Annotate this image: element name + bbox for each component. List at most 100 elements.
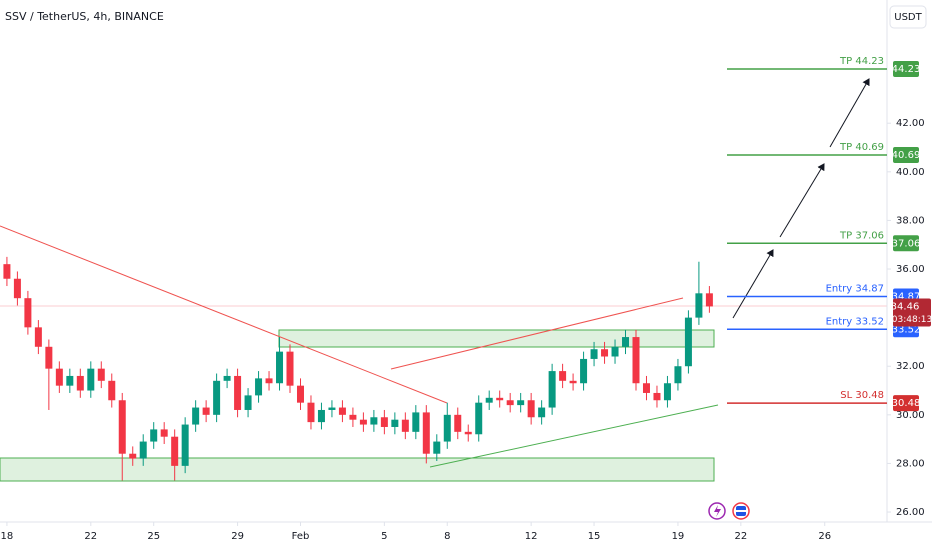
candle-body [705,293,713,307]
level-badge [893,235,919,252]
arrow [829,78,870,148]
candle-body [475,402,483,435]
candle-body [24,298,32,328]
candle-body [66,375,74,386]
candle-body [611,346,619,357]
level-badge-label: 40.69 [892,150,921,161]
candle-body [160,429,168,437]
candle-body [181,424,189,466]
chart-title: SSV / TetherUS, 4h, BINANCE [5,10,164,23]
candle-body [338,407,346,415]
currency-button[interactable] [889,5,927,29]
candle-body [401,419,409,432]
candle-body [317,409,325,423]
candle-body [76,375,84,391]
candle-body [370,417,378,425]
countdown-label: 03:48:13 [892,315,932,325]
candle-body [538,407,546,418]
trend-line [0,225,448,404]
candle-body [34,327,42,347]
level-badge [893,61,919,78]
x-tick-label: 22 [84,531,97,542]
candle-body [192,407,200,425]
candle-body [87,368,95,391]
candle-body [622,337,630,347]
arrow [779,163,825,238]
level-badge-label: 44.23 [892,64,921,75]
trend-line [429,404,719,468]
candle-body [380,417,388,427]
candle-body [695,293,703,318]
flag-icon-stripe [736,510,746,512]
x-tick-label: 19 [672,531,685,542]
x-tick-label: 5 [381,531,387,542]
level-label: TP 40.69 [839,142,884,153]
candle-body [244,395,252,410]
candle-body [527,400,535,418]
candle-body [433,441,441,454]
level-badge-label: 37.06 [892,238,921,249]
x-tick-label: 26 [818,531,831,542]
candle-body [517,400,525,406]
candle-body [580,358,588,384]
level-badge [893,147,919,164]
arrow [732,249,774,319]
candle-body [674,366,682,384]
currency-label[interactable]: USDT [894,12,922,23]
candle-body [454,414,462,432]
candle-body [349,414,357,420]
price-badge-label: 34.46 [891,301,920,312]
candle-body [391,419,399,427]
candle-body [118,400,126,454]
candle-body [559,371,567,381]
candle-body [286,351,294,386]
level-label: TP 44.23 [839,56,884,67]
y-tick-label: 36.00 [896,264,925,275]
candle-body [307,402,315,423]
candle-body [3,264,11,279]
candle-body [171,436,179,466]
y-tick-label: 28.00 [896,458,925,469]
x-tick-label: 25 [147,531,160,542]
candle-body [296,385,304,403]
candle-body [464,431,472,435]
y-tick-label: 42.00 [896,118,925,129]
candle-body [265,378,273,384]
level-label: Entry 33.52 [826,316,884,327]
y-tick-label: 32.00 [896,361,925,372]
level-badge-label: 30.48 [892,398,921,409]
candle-body [443,414,451,442]
candle-body [422,412,430,454]
candle-body [601,349,609,357]
candle-body [496,397,504,401]
level-label: SL 30.48 [840,390,884,401]
y-tick-label: 30.00 [896,410,925,421]
resistance-zone [278,329,715,348]
candle-body [55,368,63,386]
x-tick-label: 8 [444,531,450,542]
candle-body [45,346,53,369]
y-tick-label: 40.00 [896,167,925,178]
candle-body [632,337,640,384]
candle-body [485,397,493,403]
candle-body [108,380,116,401]
x-tick-label: 15 [588,531,601,542]
trend-line [390,297,684,370]
candle-body [139,441,147,459]
x-tick-label: 12 [525,531,538,542]
candle-body [213,380,221,415]
candle-body [412,412,420,432]
y-tick-label: 26.00 [896,507,925,518]
candle-body [97,368,105,381]
candle-body [223,375,231,381]
event-icon-bolt [714,505,721,517]
candle-body [255,378,263,396]
level-badge-label: 33.52 [892,324,921,335]
candle-body [359,419,367,425]
candle-body [569,380,577,384]
candle-body [548,371,556,408]
candle-body [590,349,598,359]
candle-body [13,278,21,299]
level-label: TP 37.06 [839,230,884,241]
